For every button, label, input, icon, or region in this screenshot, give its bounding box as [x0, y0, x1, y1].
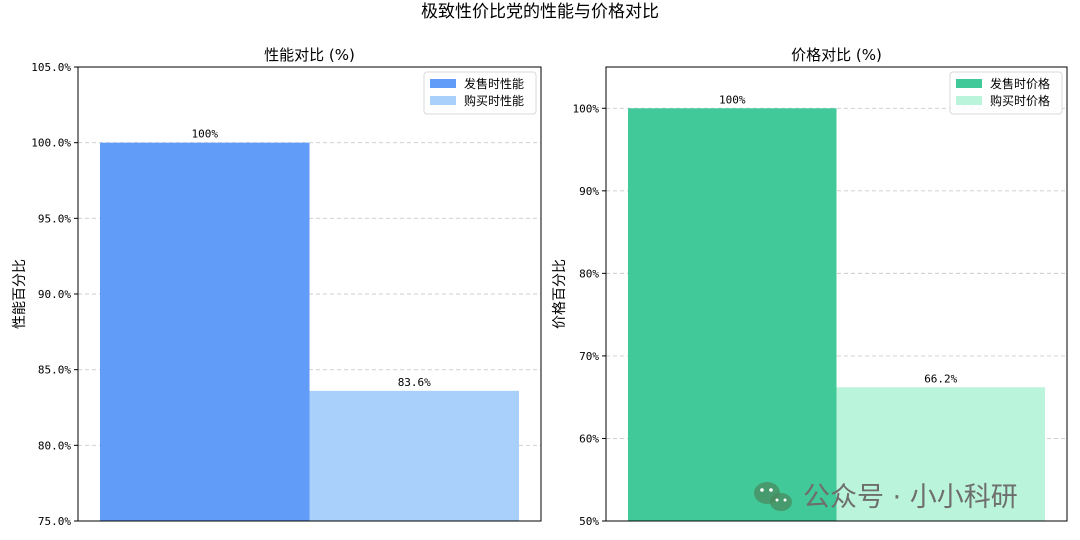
y-tick-label: 95.0%: [38, 212, 71, 225]
y-tick-label: 90%: [579, 185, 599, 198]
y-tick-label: 60%: [579, 432, 599, 445]
watermark-text: 公众号 · 小小科研: [803, 482, 1018, 513]
y-tick-label: 100%: [573, 102, 600, 115]
y-tick-label: 50%: [579, 515, 599, 528]
wechat-icon: [754, 482, 792, 511]
bar-1: [628, 108, 837, 521]
bar-2: [836, 387, 1045, 521]
bar-value-label: 83.6%: [398, 376, 431, 389]
y-axis-label: 价格百分比: [552, 259, 568, 329]
y-tick-label: 80%: [579, 267, 599, 280]
bar-value-label: 100%: [719, 93, 746, 106]
bar-2: [309, 390, 519, 521]
y-tick-label: 70%: [579, 350, 599, 363]
charts: 100% 83.6% 75.0% 80.0% 85.0% 90.0% 95.0% 100.0%…: [12, 46, 1068, 528]
y-tick-label: 75.0%: [38, 515, 71, 528]
legend-entry: 发售时价格: [990, 76, 1050, 91]
chart-2: 100% 66.2% 50% 60% 70% 80% 90% 100% 价格对比 (%) 价格百分…: [552, 46, 1068, 528]
y-tick-label: 90.0%: [38, 288, 71, 301]
legend-swatch: [430, 79, 456, 88]
y-tick-label: 85.0%: [38, 364, 71, 377]
legend-swatch: [956, 79, 982, 88]
y-tick-label: 105.0%: [31, 61, 71, 74]
legend-entry: 购买时价格: [990, 93, 1050, 108]
legend-swatch: [430, 96, 456, 105]
chart-1: 100% 83.6% 75.0% 80.0% 85.0% 90.0% 95.0% 100.0%…: [12, 46, 542, 528]
y-tick-label: 100.0%: [31, 137, 71, 150]
legend-swatch: [956, 96, 982, 105]
legend-entry: 发售时性能: [464, 76, 524, 91]
legend-entry: 购买时性能: [464, 93, 524, 108]
figure-title: 极致性价比党的性能与价格对比: [421, 2, 659, 22]
bar-value-label: 66.2%: [924, 372, 957, 385]
chart-title: 性能对比 (%): [264, 46, 355, 64]
bar-value-label: 100%: [192, 128, 219, 141]
chart-title: 价格对比 (%): [791, 46, 882, 64]
axes-frame: [605, 66, 1068, 522]
watermark: 公众号 · 小小科研: [754, 482, 1018, 513]
bar-1: [100, 142, 310, 521]
y-axis-label: 性能百分比: [12, 259, 28, 329]
y-tick-label: 80.0%: [38, 439, 71, 452]
